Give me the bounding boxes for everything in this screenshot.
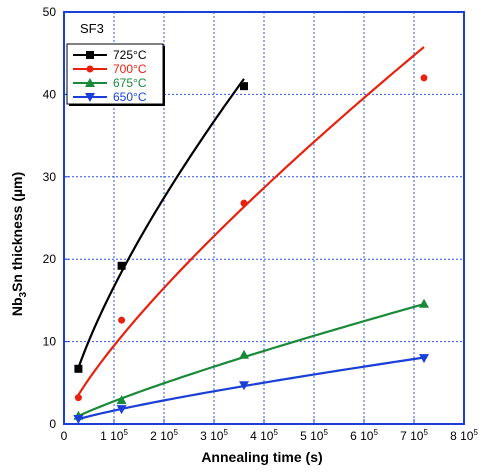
series-1: [74, 78, 248, 373]
series-3: [73, 298, 429, 420]
legend-item: 675°C: [73, 76, 147, 90]
data-point: [240, 199, 248, 207]
legend-label: 650°C: [113, 90, 147, 104]
y-axis-title-suffix: Sn thickness (µm): [9, 172, 25, 292]
data-point: [116, 405, 127, 415]
y-tick-label: 10: [43, 335, 57, 349]
legend-label: 675°C: [113, 76, 147, 90]
legend-marker: [85, 78, 95, 87]
legend-item: 700°C: [73, 62, 147, 76]
y-tick-label: 40: [43, 87, 57, 101]
data-point: [74, 394, 82, 402]
series-layer: [73, 46, 429, 425]
x-tick-label-base: 8 10: [450, 429, 474, 443]
x-tick-label-exponent: 5: [223, 428, 228, 437]
data-point: [419, 354, 429, 364]
x-tick-label-base: 3 10: [200, 429, 224, 443]
x-tick-label-base: 5 10: [300, 429, 324, 443]
data-point: [239, 349, 249, 359]
series-line: [78, 356, 425, 421]
x-tick-label-exponent: 5: [273, 428, 278, 437]
legend-label: 700°C: [113, 62, 147, 76]
x-tick-label-base: 1 10: [100, 429, 124, 443]
data-point: [419, 298, 429, 308]
x-tick-label-base: 6 10: [350, 429, 374, 443]
data-point: [74, 364, 83, 373]
x-tick-label: 6 105: [350, 428, 378, 443]
x-tick-label-exponent: 5: [323, 428, 328, 437]
chart-annotation: SF3: [80, 21, 104, 36]
x-tick-label-exponent: 5: [473, 428, 478, 437]
y-axis-title-subscript: 3: [18, 291, 29, 297]
y-axis-title: Nb3Sn thickness (µm): [9, 172, 29, 316]
x-tick-label-base: 2 10: [150, 429, 174, 443]
x-tick-label: 1 105: [100, 428, 128, 443]
y-tick-label: 50: [43, 5, 57, 19]
x-tick-label: 3 105: [200, 428, 228, 443]
series-line: [77, 46, 425, 396]
data-point: [240, 82, 248, 91]
legend-label: 725°C: [113, 48, 147, 62]
series-2: [74, 46, 428, 402]
data-point: [73, 415, 84, 425]
y-tick-label: 20: [43, 252, 57, 266]
x-tick-label-base: 4 10: [250, 429, 274, 443]
legend-marker: [86, 51, 94, 59]
data-point: [116, 395, 127, 405]
y-tick-label: 0: [49, 417, 56, 431]
series-line: [77, 303, 425, 418]
legend-item: 650°C: [73, 90, 147, 104]
x-tick-label: 0: [61, 429, 68, 443]
y-tick-label: 30: [43, 170, 57, 184]
x-tick-label: 5 105: [300, 428, 328, 443]
x-tick-label-exponent: 5: [423, 428, 428, 437]
data-point: [239, 381, 249, 391]
data-point: [117, 261, 126, 270]
x-tick-label: 8 105: [450, 428, 478, 443]
x-tick-label-base: 7 10: [400, 429, 424, 443]
x-tick-label: 4 105: [250, 428, 278, 443]
series-4: [73, 354, 429, 425]
x-tick-label: 7 105: [400, 428, 428, 443]
grid: [64, 12, 464, 424]
x-tick-label-exponent: 5: [373, 428, 378, 437]
y-axis-title-prefix: Nb: [9, 297, 25, 316]
data-point: [118, 316, 126, 324]
data-point: [420, 74, 428, 82]
x-tick-label-exponent: 5: [123, 428, 128, 437]
series-line: [77, 78, 245, 369]
legend-item: 725°C: [73, 48, 147, 62]
x-tick-label-base: 0: [61, 429, 68, 443]
x-tick-label-exponent: 5: [173, 428, 178, 437]
legend-marker: [86, 65, 94, 73]
x-tick-label: 2 105: [150, 428, 178, 443]
x-axis-title: Annealing time (s): [201, 449, 322, 465]
legend-marker: [85, 93, 95, 102]
